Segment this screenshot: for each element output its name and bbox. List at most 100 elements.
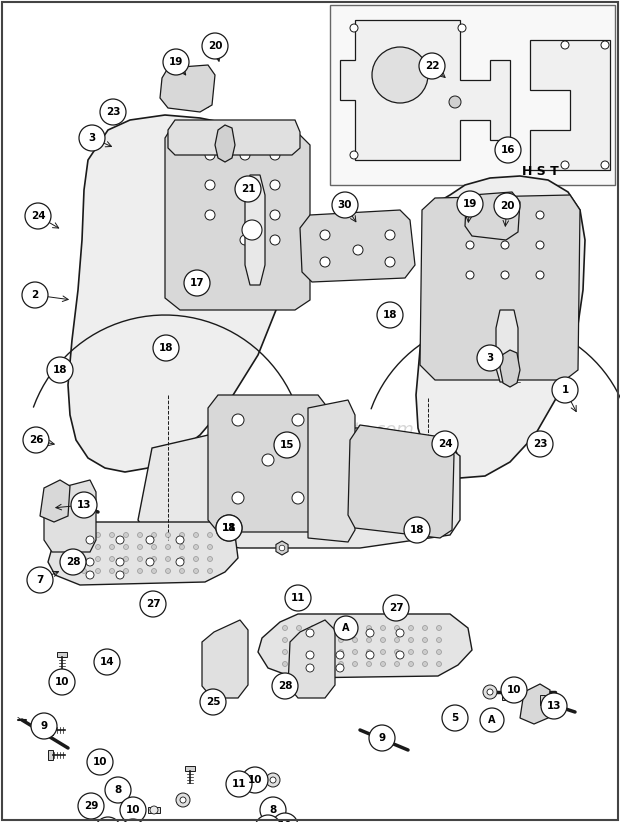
Circle shape [115, 787, 121, 793]
Circle shape [146, 558, 154, 566]
Circle shape [240, 150, 250, 160]
Polygon shape [340, 20, 510, 160]
Circle shape [296, 638, 301, 643]
Circle shape [306, 629, 314, 637]
Circle shape [205, 150, 215, 160]
Circle shape [419, 53, 445, 79]
Polygon shape [208, 395, 328, 532]
Circle shape [120, 797, 146, 822]
Circle shape [235, 176, 261, 202]
Circle shape [274, 432, 300, 458]
Circle shape [353, 638, 358, 643]
Circle shape [140, 591, 166, 617]
Text: 30: 30 [338, 200, 352, 210]
Circle shape [283, 649, 288, 654]
Circle shape [296, 626, 301, 630]
Circle shape [457, 191, 483, 217]
Circle shape [487, 689, 493, 695]
Circle shape [396, 629, 404, 637]
Circle shape [350, 24, 358, 32]
Circle shape [68, 533, 73, 538]
Text: 9: 9 [40, 721, 48, 731]
Circle shape [49, 669, 75, 695]
Circle shape [339, 662, 343, 667]
Circle shape [369, 725, 395, 751]
Circle shape [95, 569, 100, 574]
Text: ReplacementParts.com: ReplacementParts.com [206, 421, 414, 439]
Circle shape [176, 793, 190, 807]
Circle shape [270, 777, 276, 783]
Circle shape [396, 651, 404, 659]
Circle shape [381, 626, 386, 630]
Text: 10: 10 [507, 685, 521, 695]
Circle shape [151, 544, 156, 549]
Circle shape [87, 749, 113, 775]
Circle shape [116, 558, 124, 566]
Polygon shape [40, 480, 70, 522]
Circle shape [193, 533, 198, 538]
Polygon shape [160, 65, 215, 112]
Text: 10: 10 [278, 821, 292, 822]
Circle shape [166, 569, 171, 574]
Circle shape [385, 230, 395, 240]
Polygon shape [148, 807, 160, 813]
Circle shape [138, 569, 143, 574]
Circle shape [436, 638, 441, 643]
Circle shape [409, 626, 414, 630]
Circle shape [372, 47, 428, 103]
Circle shape [296, 649, 301, 654]
Text: 8: 8 [269, 805, 277, 815]
Text: 1: 1 [561, 385, 569, 395]
Circle shape [272, 673, 298, 699]
Text: 3: 3 [486, 353, 494, 363]
Circle shape [71, 492, 97, 518]
Polygon shape [215, 125, 235, 162]
Polygon shape [300, 210, 415, 282]
Text: 14: 14 [100, 657, 114, 667]
Polygon shape [348, 425, 454, 538]
Circle shape [324, 662, 329, 667]
Circle shape [536, 211, 544, 219]
Text: 28: 28 [66, 557, 80, 567]
Circle shape [202, 33, 228, 59]
Circle shape [382, 735, 388, 741]
Circle shape [78, 793, 104, 819]
Circle shape [242, 220, 262, 240]
Polygon shape [168, 120, 300, 155]
Circle shape [536, 241, 544, 249]
Circle shape [292, 414, 304, 426]
Circle shape [68, 544, 73, 549]
Circle shape [180, 533, 185, 538]
Circle shape [180, 544, 185, 549]
Polygon shape [185, 766, 195, 771]
Circle shape [296, 662, 301, 667]
Circle shape [339, 638, 343, 643]
Circle shape [366, 638, 371, 643]
Circle shape [536, 271, 544, 279]
Text: 13: 13 [77, 500, 91, 510]
Circle shape [270, 150, 280, 160]
Circle shape [226, 771, 252, 797]
Polygon shape [138, 428, 460, 548]
Circle shape [110, 533, 115, 538]
Circle shape [409, 662, 414, 667]
Circle shape [216, 515, 242, 541]
Text: 23: 23 [106, 107, 120, 117]
Circle shape [385, 257, 395, 267]
Circle shape [232, 414, 244, 426]
Circle shape [552, 377, 578, 403]
Polygon shape [57, 652, 67, 657]
Text: 2: 2 [32, 290, 38, 300]
Circle shape [458, 24, 466, 32]
Circle shape [193, 544, 198, 549]
Text: 25: 25 [206, 697, 220, 707]
Polygon shape [258, 614, 472, 678]
Polygon shape [48, 522, 238, 585]
Text: 20: 20 [500, 201, 514, 211]
Circle shape [68, 556, 73, 561]
Circle shape [23, 427, 49, 453]
Text: 27: 27 [389, 603, 404, 613]
Circle shape [324, 626, 329, 630]
Circle shape [27, 567, 53, 593]
Circle shape [394, 626, 399, 630]
